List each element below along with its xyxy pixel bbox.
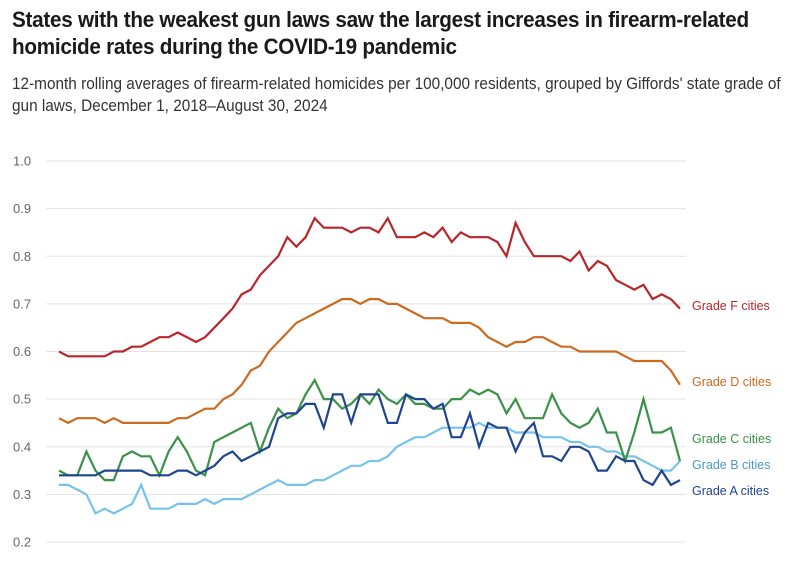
series-label: Grade A cities (692, 484, 769, 498)
y-tick-label: 0.4 (13, 439, 31, 454)
series-label: Grade F cities (692, 299, 770, 313)
y-tick-label: 1.0 (13, 154, 31, 169)
y-axis-ticks: 0.2 0.3 0.4 0.5 0.6 0.7 0.8 0.9 1.0 (13, 154, 31, 550)
y-tick-label: 0.7 (13, 296, 31, 311)
chart-subtitle: 12-month rolling averages of firearm-rel… (12, 75, 781, 115)
y-tick-label: 0.9 (13, 201, 31, 216)
series-label: Grade D cities (692, 375, 771, 389)
series-line-grade-c-cities (58, 377, 682, 482)
chart-title: States with the weakest gun laws saw the… (12, 7, 749, 59)
y-tick-label: 0.8 (13, 249, 31, 264)
y-tick-label: 0.2 (13, 535, 31, 550)
series-line-grade-f-cities (58, 215, 681, 358)
series-line-grade-d-cities (58, 298, 681, 425)
y-tick-label: 0.5 (13, 392, 31, 407)
series-label: Grade C cities (692, 432, 771, 446)
series-labels: Grade F cities Grade D cities Grade C citi… (692, 299, 771, 498)
y-tick-label: 0.3 (13, 487, 31, 502)
series-lines (58, 215, 682, 515)
series-line-grade-a-cities (59, 392, 681, 487)
y-tick-label: 0.6 (13, 344, 31, 359)
series-line-grade-b-cities (59, 421, 681, 515)
series-label: Grade B cities (692, 458, 771, 472)
